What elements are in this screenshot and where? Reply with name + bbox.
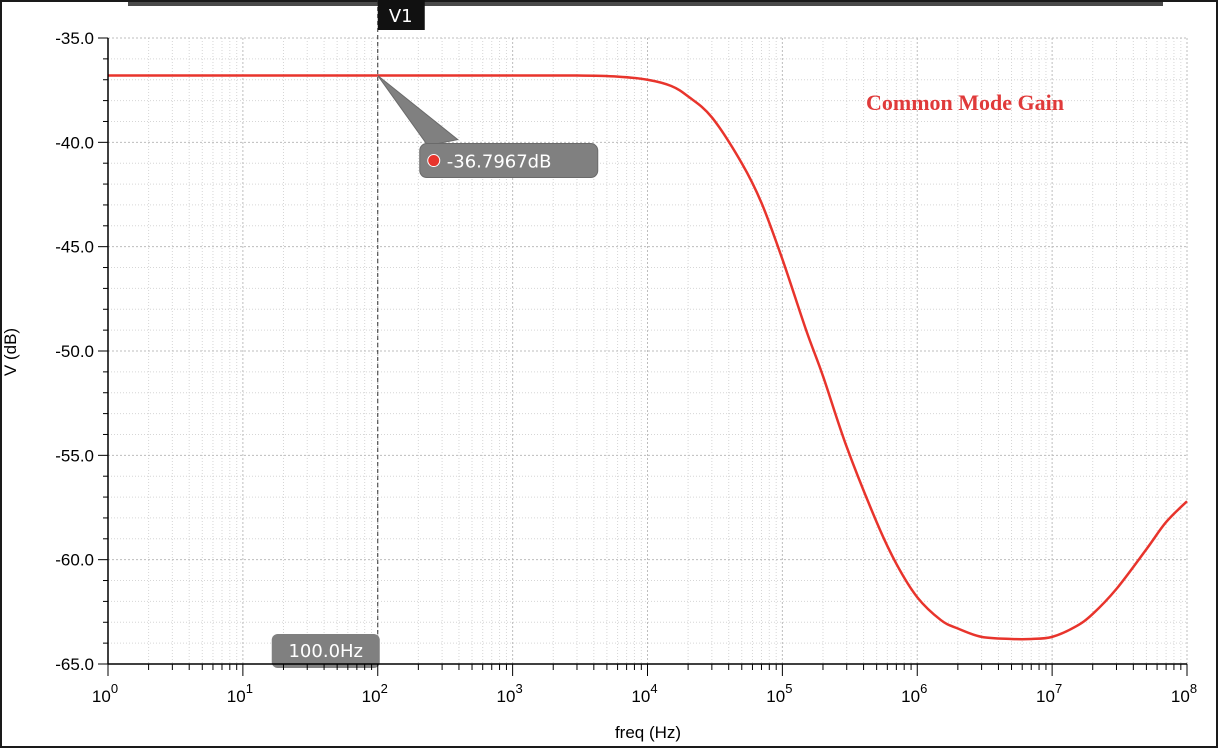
y-tick-label: -50.0 — [55, 342, 94, 361]
x-ticks: 100 101 102 103 104 105 106 107 108 — [92, 664, 1197, 706]
marker-value-dot — [427, 154, 441, 168]
y-tick-label: -35.0 — [55, 29, 94, 48]
marker-x-label: 100.0Hz — [288, 641, 363, 662]
series-line-common-mode-gain — [107, 74, 1188, 641]
marker-v1-tab — [377, 0, 425, 30]
x-tick-label: 102 — [362, 681, 388, 706]
x-tick-label: 106 — [901, 681, 927, 706]
x-tick-label: 108 — [1171, 681, 1197, 706]
x-tick-label: 107 — [1036, 681, 1062, 706]
y-tick-label: -60.0 — [55, 551, 94, 570]
plot-area: V1 -36.7967dB 100.0Hz Common Mode Gain — [107, 0, 1188, 668]
y-axis-title: V (dB) — [1, 328, 20, 376]
x-tick-label: 100 — [92, 681, 118, 706]
marker-x-bubble — [271, 634, 380, 668]
y-tick-label: -40.0 — [55, 133, 94, 152]
marker-value-bubble — [419, 143, 599, 179]
x-tick-label: 105 — [766, 681, 792, 706]
marker-v1-name: V1 — [389, 6, 413, 27]
trace-layer — [107, 74, 1188, 641]
toolbar-edge — [128, 0, 1163, 6]
marker-value-label: -36.7967dB — [447, 152, 552, 173]
x-tick-label: 103 — [497, 681, 523, 706]
y-tick-label: -65.0 — [55, 655, 94, 674]
x-tick-label: 104 — [631, 681, 657, 706]
x-tick-label: 101 — [227, 681, 253, 706]
marker-value-pointer — [377, 75, 459, 147]
x-axis-title: freq (Hz) — [615, 723, 681, 742]
y-tick-label: -55.0 — [55, 446, 94, 465]
y-tick-label: -45.0 — [55, 238, 94, 257]
curve-annotation: Common Mode Gain — [866, 90, 1064, 115]
marker-layer[interactable]: V1 -36.7967dB 100.0Hz — [271, 0, 599, 668]
axes: -35.0-40.0-45.0-50.0-55.0-60.0-65.0 100 1… — [1, 29, 1197, 742]
y-ticks: -35.0 -40.0 -45.0 -50.0 -55.0 -60.0 -65.0 — [55, 29, 108, 674]
